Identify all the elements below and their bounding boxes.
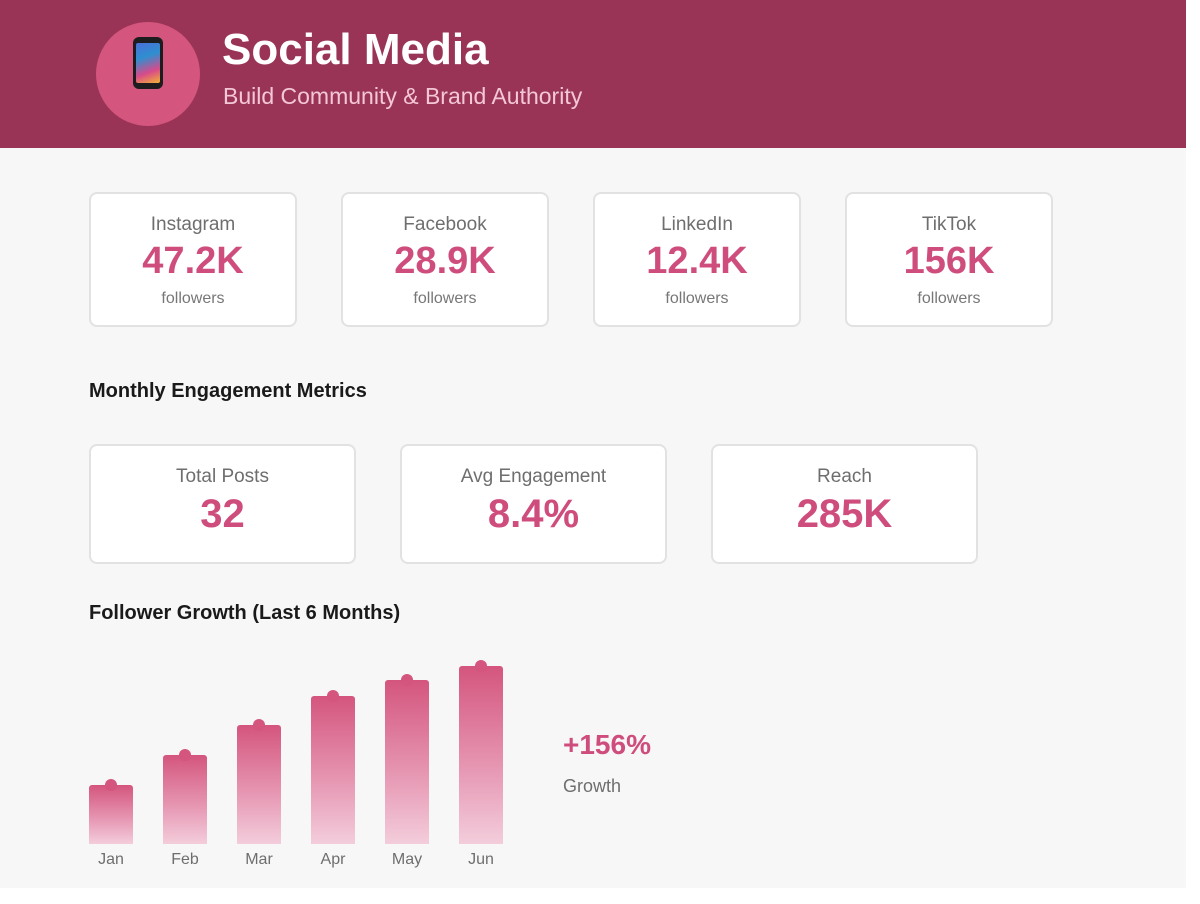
follower-unit: followers <box>161 290 225 307</box>
bar-marker-jun <box>475 660 487 672</box>
page-subtitle: Build Community & Brand Authority <box>223 83 583 109</box>
bar-marker-feb <box>179 749 191 761</box>
platform-name: Facebook <box>403 214 487 235</box>
bar-mar <box>237 725 281 844</box>
x-tick-label: Jan <box>98 851 124 868</box>
page-title: Social Media <box>222 25 489 74</box>
page-header: Social Media Build Community & Brand Aut… <box>0 0 1186 148</box>
platform-card-tiktok[interactable]: TikTok 156K followers <box>845 192 1053 327</box>
platform-name: Instagram <box>150 214 236 235</box>
metric-value: 32 <box>200 492 245 536</box>
x-tick-label: Jun <box>468 851 494 868</box>
follower-count: 156K <box>903 240 995 282</box>
bar-jun <box>459 666 503 844</box>
header-icon-circle <box>96 22 200 126</box>
bar-feb <box>163 755 207 844</box>
growth-section-title: Follower Growth (Last 6 Months) <box>89 602 401 624</box>
follower-unit: followers <box>413 290 477 307</box>
follower-unit: followers <box>917 290 981 307</box>
bar-may <box>385 680 429 844</box>
follower-count: 28.9K <box>394 240 496 282</box>
platform-card-facebook[interactable]: Facebook 28.9K followers <box>341 192 549 327</box>
metric-card-reach[interactable]: Reach 285K <box>711 444 978 564</box>
bar-marker-apr <box>327 690 339 702</box>
bar-jan <box>89 785 133 844</box>
follower-unit: followers <box>665 290 729 307</box>
metric-card-avg-engagement[interactable]: Avg Engagement 8.4% <box>400 444 667 564</box>
metric-value: 8.4% <box>487 492 580 536</box>
metric-card-total-posts[interactable]: Total Posts 32 <box>89 444 356 564</box>
platform-card-linkedin[interactable]: LinkedIn 12.4K followers <box>593 192 801 327</box>
follower-count: 12.4K <box>646 240 748 282</box>
engagement-section-title: Monthly Engagement Metrics <box>89 380 367 402</box>
growth-label: Growth <box>563 776 622 796</box>
x-tick-label: Mar <box>245 851 273 868</box>
x-tick-label: Apr <box>320 851 346 868</box>
bar-apr <box>311 696 355 844</box>
x-tick-label: Feb <box>171 851 199 868</box>
x-tick-label: May <box>391 851 423 868</box>
metric-label: Avg Engagement <box>460 466 607 487</box>
bar-marker-may <box>401 674 413 686</box>
bar-marker-mar <box>253 719 265 731</box>
page: Social Media Build Community & Brand Aut… <box>0 0 1186 868</box>
platform-name: TikTok <box>921 214 977 235</box>
growth-percentage: +156% <box>563 729 651 760</box>
mobile-phone-icon <box>133 37 163 89</box>
platform-name: LinkedIn <box>661 214 733 235</box>
platform-card-instagram[interactable]: Instagram 47.2K followers <box>89 192 297 327</box>
metric-label: Reach <box>817 466 872 487</box>
follower-count: 47.2K <box>142 240 244 282</box>
bar-marker-jan <box>105 779 117 791</box>
metric-value: 285K <box>796 492 893 536</box>
metric-label: Total Posts <box>176 466 269 487</box>
